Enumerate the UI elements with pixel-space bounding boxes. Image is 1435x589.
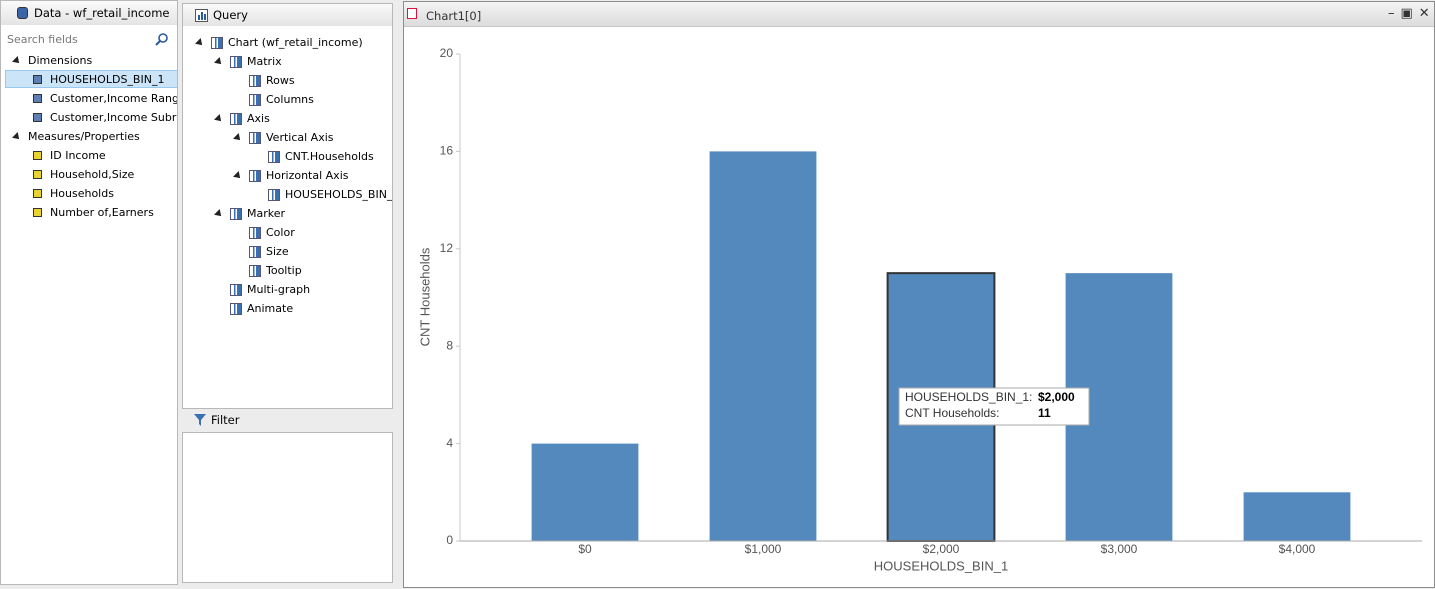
bar [709, 151, 817, 541]
tooltip-value: $2,000 [1038, 390, 1075, 404]
query-panel: Query Chart (wf_retail_income) Matrix Rows… [182, 3, 393, 409]
tree-node[interactable]: Matrix [247, 55, 282, 68]
tree-node[interactable]: Horizontal Axis [266, 169, 349, 182]
node-icon [230, 284, 242, 296]
db-icon [17, 7, 28, 19]
node-icon [249, 227, 261, 239]
tree-node[interactable]: Columns [266, 93, 314, 106]
x-tick-label: $2,000 [923, 542, 960, 556]
node-icon [230, 303, 242, 315]
node-icon [211, 37, 223, 49]
window-titlebar [404, 2, 1434, 27]
window-icon [407, 8, 417, 19]
x-tick-label: $3,000 [1101, 542, 1138, 556]
field-item[interactable]: Household,Size [50, 168, 135, 181]
selection [5, 70, 177, 88]
filter-icon[interactable] [193, 413, 207, 427]
node-icon [230, 113, 242, 125]
node-icon [268, 189, 280, 201]
y-tick-label: 8 [446, 338, 453, 352]
panel-title: Query [213, 8, 248, 22]
field-item[interactable]: Customer,Income Range [50, 92, 178, 105]
y-tick-label: 0 [446, 533, 453, 547]
tooltip-box [898, 387, 1090, 426]
bar [531, 443, 639, 541]
node-icon [249, 265, 261, 277]
node-icon [230, 208, 242, 220]
field-icon [33, 94, 42, 103]
tooltip-label: HOUSEHOLDS_BIN_1: [905, 390, 1032, 404]
node-icon [249, 170, 261, 182]
y-axis-title: CNT Households [417, 247, 432, 346]
tree-node[interactable]: Marker [247, 207, 286, 220]
y-tick-label: 20 [440, 46, 454, 60]
tree-node[interactable]: Size [266, 245, 289, 258]
expand-arrow[interactable] [12, 56, 22, 66]
expand-arrow[interactable] [214, 209, 224, 219]
panel-header [183, 4, 392, 26]
field-item[interactable]: ID Income [50, 149, 106, 162]
tree-node[interactable]: Vertical Axis [266, 131, 334, 144]
x-tick-label: $4,000 [1279, 542, 1316, 556]
search-icon[interactable] [155, 33, 169, 47]
field-icon [33, 170, 42, 179]
tree-node[interactable]: HOUSEHOLDS_BIN_1 [285, 188, 393, 201]
query-icon [195, 9, 208, 22]
search-field[interactable]: Search fields [7, 33, 78, 46]
expand-arrow[interactable] [195, 38, 205, 48]
tree-node[interactable]: CNT.Households [285, 150, 374, 163]
y-tick-label: 4 [446, 436, 453, 450]
field-icon [33, 189, 42, 198]
tree-node[interactable]: Chart (wf_retail_income) [228, 36, 363, 49]
panel-header [1, 1, 177, 25]
tree-node[interactable]: Rows [266, 74, 295, 87]
tree-group[interactable]: Dimensions [28, 54, 93, 67]
x-tick-label: $1,000 [745, 542, 782, 556]
tooltip-value: 11 [1038, 406, 1051, 420]
node-icon [249, 132, 261, 144]
node-icon [249, 246, 261, 258]
y-tick-label: 16 [440, 144, 454, 158]
bar [1243, 492, 1351, 541]
node-icon [230, 56, 242, 68]
field-item[interactable]: Customer,Income Subrang [50, 111, 177, 124]
tree-node[interactable]: Multi-graph [247, 283, 311, 296]
x-tick-label: $0 [578, 542, 592, 556]
filter-panel [182, 432, 393, 583]
tree-node[interactable]: Axis [247, 112, 270, 125]
y-tick-label: 12 [440, 241, 454, 255]
tree-node[interactable]: Tooltip [266, 264, 302, 277]
tooltip-label: CNT Households: [905, 406, 1000, 420]
field-icon [33, 208, 42, 217]
field-icon [33, 151, 42, 160]
x-axis-title: HOUSEHOLDS_BIN_1 [874, 558, 1008, 573]
panel-title: Data - wf_retail_income [34, 6, 170, 20]
field-item[interactable]: Number of,Earners [50, 206, 154, 219]
expand-arrow[interactable] [214, 57, 224, 67]
data-panel: Data - wf_retail_income Search fields Di… [0, 0, 178, 585]
tree-node[interactable]: Animate [247, 302, 294, 315]
expand-arrow[interactable] [233, 171, 243, 181]
node-icon [268, 151, 280, 163]
chart-window: Chart1[0] –▣✕ CNT Households HOUSEHOLDS_… [403, 1, 1435, 588]
window-title: Chart1[0] [426, 9, 482, 23]
tree-node[interactable]: Color [266, 226, 295, 239]
node-icon [249, 94, 261, 106]
field-item[interactable]: Households [50, 187, 114, 200]
field-icon [33, 75, 42, 84]
expand-arrow[interactable] [12, 132, 22, 142]
chart: CNT Households HOUSEHOLDS_BIN_1 0 4 8 12 16 2… [417, 46, 1422, 573]
field-icon [33, 113, 42, 122]
expand-arrow[interactable] [233, 133, 243, 143]
panel-title: Filter [211, 413, 240, 427]
field-item[interactable]: HOUSEHOLDS_BIN_1 [50, 73, 165, 86]
node-icon [249, 75, 261, 87]
window-controls[interactable]: –▣✕ [1388, 6, 1435, 21]
tree-group[interactable]: Measures/Properties [28, 130, 140, 143]
expand-arrow[interactable] [214, 114, 224, 124]
